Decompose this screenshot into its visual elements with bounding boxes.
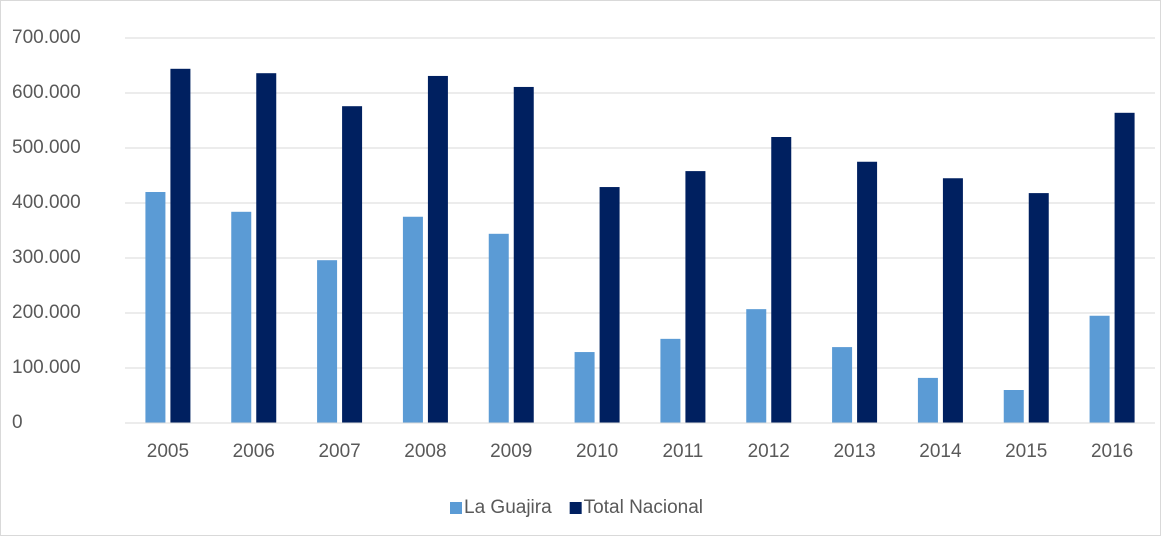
legend-swatch — [450, 502, 462, 514]
x-tick-label: 2005 — [147, 441, 189, 462]
bar — [513, 86, 534, 423]
x-tick-label: 2016 — [1091, 441, 1133, 462]
y-tick-label: 700.000 — [12, 27, 81, 48]
bar — [660, 338, 681, 423]
x-tick-label: 2011 — [662, 441, 703, 462]
y-tick-label: 0 — [12, 412, 23, 433]
legend-swatch — [569, 502, 582, 514]
x-tick-label: 2006 — [233, 441, 275, 462]
x-tick-label: 2008 — [404, 441, 446, 462]
bar — [1003, 390, 1024, 423]
bar — [832, 347, 853, 423]
bar — [942, 178, 963, 423]
bar — [746, 309, 767, 423]
x-tick-label: 2014 — [919, 441, 962, 462]
bar — [402, 216, 423, 423]
bar — [342, 106, 363, 423]
x-tick-label: 2009 — [490, 441, 532, 462]
bar — [1028, 193, 1049, 423]
bar — [256, 73, 277, 423]
y-tick-label: 100.000 — [12, 357, 81, 378]
bar — [771, 137, 792, 423]
bar — [427, 75, 448, 423]
bar — [685, 171, 706, 423]
legend-label: La Guajira — [464, 497, 552, 518]
bar — [231, 211, 252, 423]
bar — [170, 68, 191, 424]
y-tick-label: 600.000 — [12, 82, 81, 103]
y-tick-label: 500.000 — [12, 137, 81, 158]
y-tick-label: 200.000 — [12, 302, 81, 323]
bar — [574, 352, 595, 423]
bar — [599, 187, 620, 423]
y-tick-label: 300.000 — [12, 247, 81, 268]
bar — [917, 377, 938, 423]
bar — [857, 161, 878, 423]
y-tick-label: 400.000 — [12, 192, 81, 213]
bar — [1089, 315, 1110, 423]
x-tick-label: 2012 — [748, 441, 790, 462]
bar — [145, 192, 166, 423]
bar — [317, 260, 338, 423]
legend-label: Total Nacional — [584, 497, 703, 518]
bar — [488, 233, 509, 423]
x-tick-label: 2013 — [833, 441, 875, 462]
bar — [1114, 112, 1135, 424]
x-tick-label: 2015 — [1005, 441, 1047, 462]
x-tick-label: 2007 — [318, 441, 360, 462]
x-tick-label: 2010 — [576, 441, 618, 462]
